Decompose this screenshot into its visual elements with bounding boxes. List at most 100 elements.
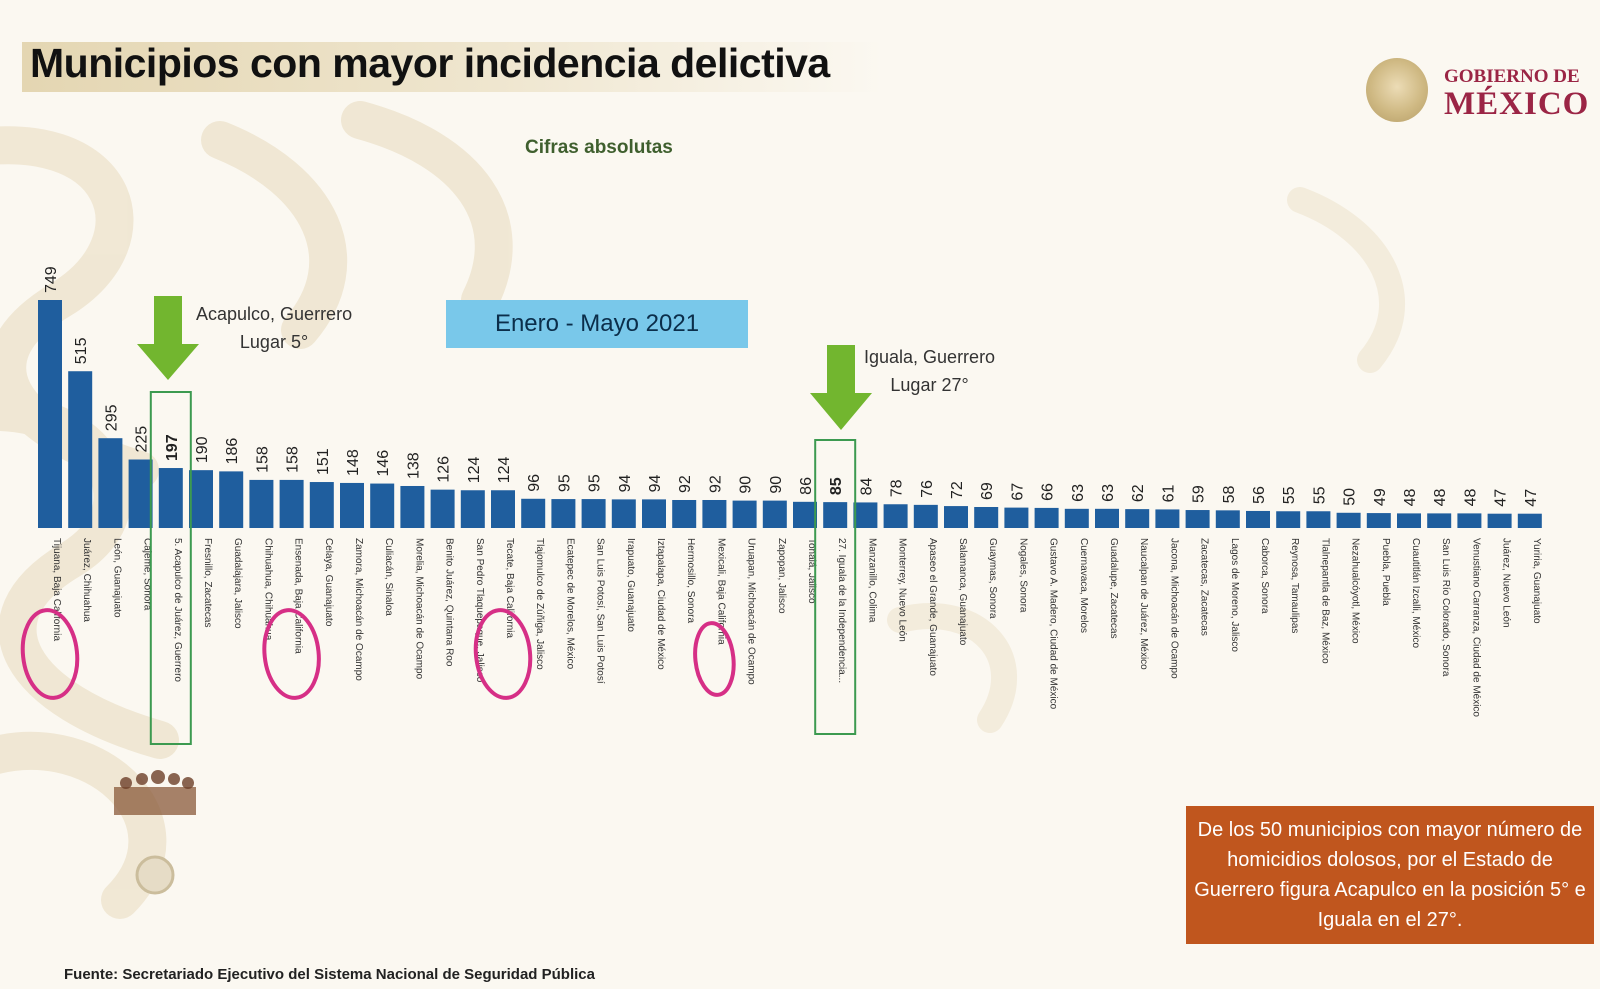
logo-line2: MÉXICO (1444, 86, 1590, 122)
bar (1366, 513, 1391, 528)
category-label: San Luis Río Colorado, Sonora (1440, 538, 1451, 677)
category-label: Uruapan, Michoacán de Ocampo (746, 538, 757, 685)
bar (38, 300, 62, 528)
category-label: Cuernavaca, Morelos (1078, 538, 1089, 633)
bar (974, 506, 999, 528)
category-label: Juárez, Nuevo León (1501, 538, 1512, 628)
bar-value-label: 90 (768, 476, 785, 494)
category-label: Ecatepec de Morelos, México (564, 538, 575, 670)
bar (98, 438, 123, 528)
bar (1306, 511, 1331, 528)
bar (400, 485, 425, 528)
bar-value-label: 78 (889, 479, 906, 497)
bar (309, 482, 334, 528)
bar-value-label: 94 (647, 474, 664, 492)
bar (430, 489, 455, 528)
bar (460, 490, 485, 528)
bar-value-label: 138 (405, 452, 422, 479)
highlight-circle (262, 608, 321, 700)
bar-value-label: 126 (436, 456, 453, 483)
highlight-circle (473, 608, 533, 700)
bar-value-label: 48 (1462, 488, 1479, 506)
category-label: Naucalpan de Juárez, México (1138, 538, 1149, 670)
bar (853, 502, 878, 528)
bar-value-label: 124 (466, 456, 483, 483)
category-label: Guadalupe, Zacatecas (1108, 538, 1119, 639)
bar (672, 499, 697, 528)
bar-value-label: 90 (738, 476, 755, 494)
category-label: Salamanca, Guanajuato (957, 538, 968, 646)
bar-value-label: 124 (496, 456, 513, 483)
bar-value-label: 85 (828, 477, 845, 495)
arrows-layer (137, 296, 872, 430)
bar-value-label: 47 (1493, 489, 1510, 507)
bar (702, 499, 727, 528)
category-label: Benito Juárez, Quintana Roo (444, 538, 455, 667)
callout-iguala-rank: Lugar 27° (890, 375, 969, 395)
bar (1336, 512, 1361, 528)
category-label: 5. Acapulco de Juárez, Guerrero (172, 538, 183, 682)
category-label: Juárez, Chihuahua (81, 538, 92, 622)
bar-value-label: 197 (164, 434, 181, 461)
category-label: Ensenada, Baja California (293, 538, 304, 654)
bar-value-label: 86 (798, 477, 815, 495)
bar (1246, 510, 1270, 528)
bar-value-label: 92 (677, 475, 694, 493)
bar-value-label: 62 (1130, 484, 1147, 502)
bar-value-label: 158 (285, 446, 302, 473)
page-title: Municipios con mayor incidencia delictiv… (30, 40, 830, 86)
highlight-box (149, 391, 192, 745)
bar (732, 500, 757, 528)
bar (521, 498, 546, 528)
bar-value-label: 96 (526, 474, 543, 492)
bar (1276, 511, 1301, 528)
category-label: Tlalnepantla de Baz, México (1319, 538, 1330, 664)
bar-value-label: 69 (979, 482, 996, 500)
category-label: Chihuahua, Chihuahua (262, 538, 273, 641)
category-label: San Luis Potosí, San Luis Potosí (595, 538, 606, 684)
bar-value-label: 59 (1191, 485, 1208, 503)
category-label: Tijuana, Baja California (51, 538, 62, 641)
category-label: Cajeme, Sonora (142, 538, 153, 611)
bar (762, 500, 787, 528)
bar-value-label: 95 (556, 474, 573, 492)
bar (370, 483, 395, 528)
bar (551, 499, 576, 528)
category-label: Nezahualcóyotl, México (1350, 538, 1361, 644)
category-label: Morelia, Michoacán de Ocampo (413, 538, 424, 680)
bar (128, 459, 153, 528)
category-label: Venustiano Carranza, Ciudad de México (1470, 538, 1481, 717)
bar (1457, 513, 1482, 528)
callout-acapulco-rank: Lugar 5° (239, 332, 309, 352)
callout-iguala-name: Iguala, Guerrero (864, 347, 996, 367)
bar (611, 499, 636, 528)
chart-subtitle: Cifras absolutas (525, 137, 673, 158)
bar-value-label: 186 (224, 438, 241, 465)
category-label: Irapuato, Guanajuato (625, 538, 636, 632)
bar-value-label: 58 (1221, 485, 1238, 503)
government-logo: GOBIERNO DE MÉXICO (1366, 58, 1596, 138)
bar (581, 499, 606, 528)
category-label: Zacatecas, Zacatecas (1199, 538, 1210, 636)
bar (189, 470, 213, 528)
bar-value-label: 146 (375, 450, 392, 477)
bar-value-label: 56 (1251, 486, 1268, 504)
bar (1064, 508, 1089, 528)
bar (158, 468, 183, 528)
category-label: Monterrey, Nuevo León (897, 538, 908, 642)
down-arrow-icon (137, 296, 199, 380)
bar (1517, 513, 1542, 528)
category-label: Reynosa, Tamaulipas (1289, 538, 1300, 633)
category-label: San Pedro Tlaquepaque, Jalisco (474, 538, 485, 683)
bar-value-label: 515 (73, 337, 90, 364)
bar (1004, 507, 1029, 528)
bar-value-label: 158 (254, 446, 271, 473)
bar (1155, 509, 1180, 528)
source-footnote: Fuente: Secretariado Ejecutivo del Siste… (64, 966, 595, 983)
highlight-circle (693, 621, 736, 697)
bar-value-label: 48 (1402, 488, 1419, 506)
category-label: Iztapalapa, Ciudad de México (655, 538, 666, 670)
bar (491, 490, 515, 528)
category-label: Tonalá, Jalisco (806, 538, 817, 604)
category-label: León, Guanajuato (111, 538, 122, 618)
